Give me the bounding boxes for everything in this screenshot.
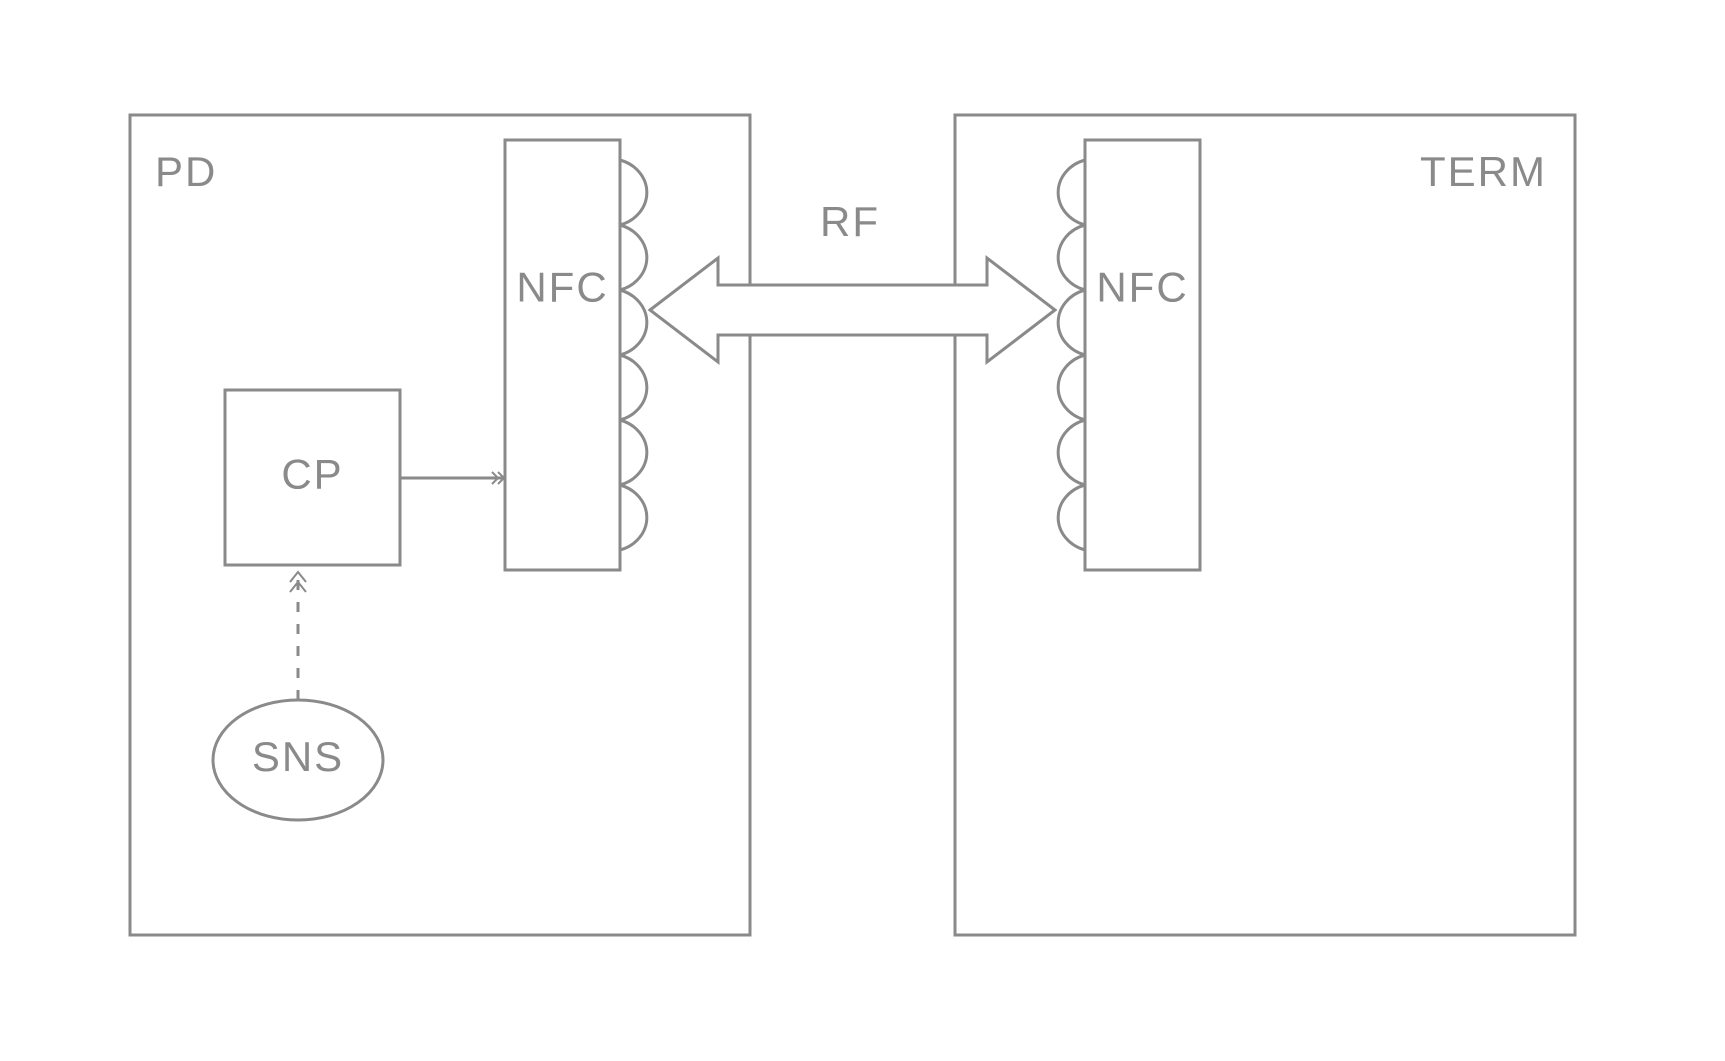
nfc-right-rect [1085, 140, 1200, 570]
sns-label: SNS [252, 733, 344, 780]
term-label: TERM [1420, 148, 1547, 195]
nfc-left-rect [505, 140, 620, 570]
nfc-left-label: NFC [516, 264, 608, 311]
rf-arrow [650, 258, 1055, 362]
term-rect [955, 115, 1575, 935]
pd-rect [130, 115, 750, 935]
rf-label: RF [820, 198, 880, 245]
cp-label: CP [281, 451, 343, 498]
pd-label: PD [155, 148, 217, 195]
nfc-right-label: NFC [1096, 264, 1188, 311]
